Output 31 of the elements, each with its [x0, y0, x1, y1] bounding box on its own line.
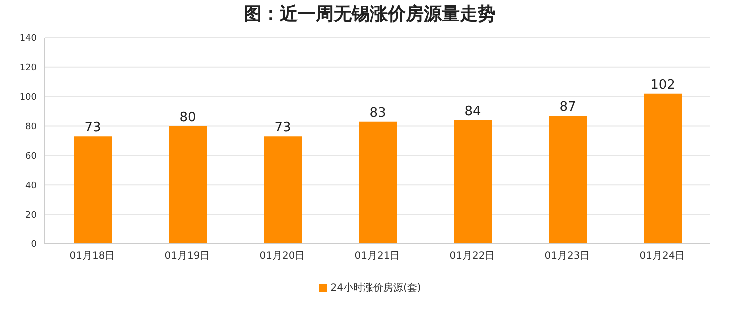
data-label: 87 — [560, 100, 576, 115]
x-tick-label: 01月21日 — [354, 251, 400, 262]
y-tick-label: 60 — [26, 152, 38, 162]
y-tick-label: 140 — [20, 34, 38, 44]
bar — [169, 126, 207, 244]
bar — [74, 136, 112, 244]
y-tick-label: 0 — [31, 240, 38, 250]
y-tick-label: 120 — [20, 64, 38, 74]
x-tick-label: 01月22日 — [450, 251, 496, 262]
x-tick-label: 01月18日 — [70, 251, 116, 262]
bar — [264, 136, 302, 244]
x-tick-label: 01月20日 — [260, 251, 306, 262]
bar — [454, 120, 492, 244]
y-tick-label: 100 — [20, 93, 38, 104]
bar — [359, 122, 397, 244]
data-label: 73 — [274, 120, 292, 136]
data-label: 84 — [464, 104, 482, 120]
bar — [549, 116, 587, 244]
y-tick-label: 40 — [26, 181, 38, 192]
x-tick-label: 01月24日 — [640, 251, 686, 262]
y-tick-label: 20 — [26, 210, 38, 221]
data-label: 102 — [650, 78, 676, 93]
y-tick-label: 80 — [26, 122, 38, 132]
data-label: 83 — [370, 106, 386, 121]
x-tick-label: 01月19日 — [164, 251, 210, 262]
data-label: 80 — [180, 110, 196, 126]
legend-label: 24小时涨价房源(套) — [330, 282, 422, 295]
x-tick-label: 01月23日 — [544, 251, 590, 262]
bar — [644, 94, 682, 244]
chart-title: 图：近一周无锡涨价房源量走势 — [243, 3, 497, 27]
data-label: 73 — [84, 120, 102, 136]
